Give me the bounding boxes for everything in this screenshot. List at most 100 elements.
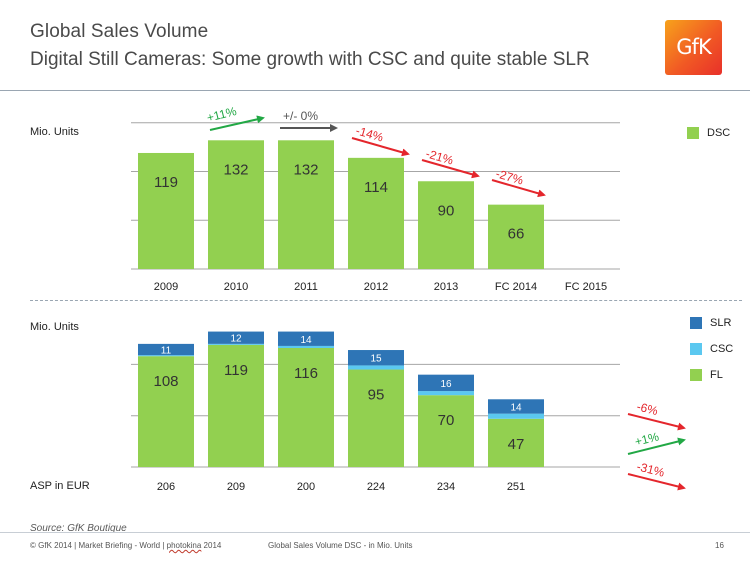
footer-center: Global Sales Volume DSC - in Mio. Units [268, 541, 413, 550]
slr-value-label: 14 [510, 402, 522, 413]
bottom-bar-csc [348, 365, 404, 370]
footer-left-text: © GfK 2014 | Market Briefing - World | [30, 541, 167, 550]
header-divider [0, 90, 750, 91]
top-bar-value: 119 [154, 174, 178, 191]
asp-value: 200 [297, 481, 315, 493]
footer-photokina: photokina [166, 541, 202, 550]
asp-value: 224 [367, 481, 385, 493]
asp-label: ASP in EUR [30, 480, 90, 492]
growth-arrow [209, 115, 265, 131]
fl-value-label: 116 [294, 365, 318, 382]
growth-label: +1% [633, 429, 660, 449]
bottom-bar-csc [488, 413, 544, 419]
legend-item-slr: SLR [690, 316, 733, 330]
asp-value: 209 [227, 481, 245, 493]
top-bar [208, 140, 264, 269]
bottom-bar-slr [278, 331, 334, 346]
bottom-bar-fl [278, 347, 334, 467]
bottom-bar-slr [418, 374, 474, 392]
top-bar [278, 140, 334, 269]
bottom-bar-slr [208, 331, 264, 344]
footer-left: © GfK 2014 | Market Briefing - World | p… [30, 541, 221, 550]
growth-arrow [627, 437, 686, 455]
slr-value-label: 11 [161, 346, 172, 357]
top-bar-value: 132 [293, 161, 318, 178]
slr-value-label: 16 [440, 379, 452, 390]
legend-label-slr: SLR [710, 317, 732, 329]
bottom-bar-slr [348, 350, 404, 366]
top-x-tick-label: 2009 [154, 281, 178, 293]
footer-year: 2014 [201, 541, 222, 550]
top-x-tick-label: FC 2014 [495, 281, 537, 293]
bottom-bar-csc [208, 343, 264, 345]
title-block: Global Sales Volume Digital Still Camera… [30, 18, 590, 74]
legend-item-fl: FL [690, 368, 733, 382]
top-x-tick-label: 2012 [364, 281, 388, 293]
logo-text: GfK [676, 35, 711, 59]
bottom-bar-fl [138, 356, 194, 467]
bottom-bar-csc [418, 391, 474, 396]
fl-value-label: 108 [153, 373, 178, 390]
bottom-bar-fl [348, 369, 404, 467]
fl-value-label: 70 [438, 412, 455, 429]
asp-value: 251 [507, 481, 525, 493]
growth-label: -14% [354, 123, 385, 144]
growth-arrow [491, 179, 546, 198]
bottom-bar-fl [418, 395, 474, 467]
growth-label: -6% [635, 399, 659, 418]
legend-item-dsc: DSC [687, 126, 730, 140]
growth-arrow [627, 473, 686, 491]
bottom-bar-csc [278, 345, 334, 348]
growth-label: -31% [635, 459, 666, 479]
top-bar [348, 157, 404, 269]
top-bar [418, 181, 474, 269]
slr-value-label: 15 [370, 354, 382, 365]
fl-value-label: 95 [368, 387, 385, 404]
bottom-bar-slr [488, 399, 544, 414]
section-divider [30, 300, 742, 301]
page-number: 16 [715, 541, 724, 550]
top-bar-value: 132 [223, 161, 248, 178]
asp-value: 206 [157, 481, 175, 493]
bottom-bar-fl [488, 418, 544, 467]
top-x-tick-label: 2010 [224, 281, 248, 293]
legend-swatch-csc [690, 343, 702, 355]
legend-swatch-fl [690, 369, 702, 381]
top-bar-value: 66 [508, 226, 525, 243]
slr-value-label: 12 [230, 334, 242, 345]
source-note: Source: GfK Boutique [30, 523, 127, 534]
legend-label-fl: FL [710, 369, 723, 381]
legend-label-dsc: DSC [707, 127, 731, 139]
top-x-tick-label: 2013 [434, 281, 458, 293]
top-unit-label: Mio. Units [30, 126, 79, 138]
fl-value-label: 119 [224, 362, 248, 379]
bottom-legend: SLR CSC FL [690, 316, 733, 394]
growth-arrow [627, 413, 686, 431]
page-title: Global Sales Volume [30, 21, 209, 42]
slr-value-label: 14 [300, 335, 312, 346]
top-x-tick-label: 2011 [294, 281, 318, 293]
top-x-tick-label: FC 2015 [565, 281, 607, 293]
bottom-unit-label: Mio. Units [30, 321, 79, 333]
page-subtitle: Digital Still Cameras: Some growth with … [30, 49, 590, 70]
bottom-bar-slr [138, 343, 194, 356]
growth-arrow [421, 159, 480, 179]
bottom-bar-csc [138, 355, 194, 357]
fl-value-label: 47 [508, 436, 525, 453]
gfk-logo: GfK [665, 20, 722, 75]
top-bar-value: 114 [364, 179, 388, 196]
top-legend: DSC [687, 126, 730, 152]
legend-swatch-dsc [687, 127, 699, 139]
top-bar [488, 204, 544, 269]
growth-label: +11% [205, 104, 238, 125]
footer-divider [0, 532, 750, 533]
top-bar-value: 90 [438, 202, 455, 219]
growth-arrow [351, 137, 410, 157]
bottom-bar-fl [208, 344, 264, 467]
legend-swatch-slr [690, 317, 702, 329]
growth-label: +/- 0% [283, 109, 318, 123]
legend-label-csc: CSC [710, 343, 734, 355]
top-bar [138, 152, 194, 269]
legend-item-csc: CSC [690, 342, 733, 356]
